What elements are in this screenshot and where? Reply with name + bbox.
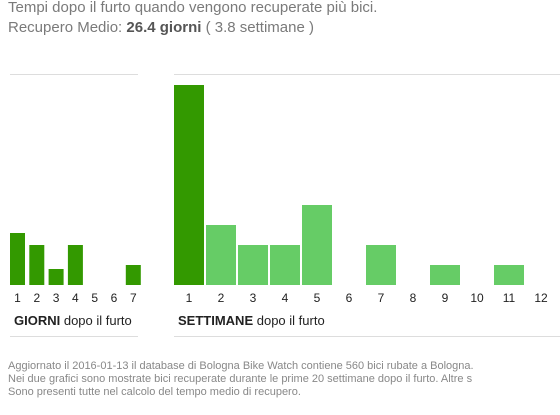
weeks-tick-label: 12 [534,291,548,305]
weeks-bar-2 [206,225,236,285]
weeks-tick-label: 11 [503,291,516,305]
average-recovery: Recupero Medio: 26.4 giorni ( 3.8 settim… [8,18,377,38]
days-tick-label: 5 [91,291,98,305]
days-tick-label: 6 [111,291,118,305]
days-tick-label: 2 [33,291,40,305]
average-days: 26.4 giorni [126,19,202,36]
days-tick-label: 1 [14,291,21,305]
days-bar-4 [67,245,83,285]
weeks-axis-label: SETTIMANE dopo il furto [178,313,325,328]
weeks-bar-3 [238,245,268,285]
weeks-tick-label: 6 [346,291,353,305]
weeks-tick-label: 9 [442,291,449,305]
days-tick-label: 3 [53,291,60,305]
days-tick-label: 4 [72,291,79,305]
average-label: Recupero Medio: [8,19,123,36]
days-axis-label-rest: dopo il furto [60,313,132,328]
weeks-bar-5 [302,205,332,285]
weeks-tick-label: 3 [250,291,257,305]
chart-header: Tempi dopo il furto quando vengono recup… [8,0,377,38]
footer-line-1: Aggiornato il 2016-01-13 il database di … [8,360,474,372]
weeks-bar-4 [270,245,300,285]
chart-title: Tempi dopo il furto quando vengono recup… [8,0,378,16]
weeks-tick-label: 10 [470,291,484,305]
weeks-bar-7 [366,245,396,285]
days-tick-label: 7 [130,291,137,305]
footer-line-2: Nei due grafici sono mostrate bici recup… [8,373,473,385]
weeks-tick-label: 7 [378,291,385,305]
weeks-axis-label-bold: SETTIMANE [178,313,254,328]
weeks-bar-11 [494,265,524,285]
weeks-tick-label: 5 [314,291,321,305]
days-bar-2 [29,245,45,285]
days-axis-label-bold: GIORNI [14,313,61,328]
weeks-tick-label: 8 [410,291,417,305]
weeks-tick-label: 2 [218,291,225,305]
weeks-tick-label: 1 [186,291,193,305]
weeks-bar-1 [174,85,204,285]
days-bar-7 [125,265,141,285]
weeks-tick-label: 4 [282,291,289,305]
weeks-axis-label-rest: dopo il furto [253,313,325,328]
weeks-bar-9 [430,265,460,285]
footer-line-3: Sono presenti tutte nel calcolo del temp… [8,386,301,398]
footer-notes: Aggiornato il 2016-01-13 il database di … [8,360,474,399]
days-axis-label: GIORNI dopo il furto [14,313,132,328]
days-bar-1 [10,233,25,285]
average-weeks: ( 3.8 settimane ) [205,19,314,36]
days-bar-3 [48,269,64,285]
